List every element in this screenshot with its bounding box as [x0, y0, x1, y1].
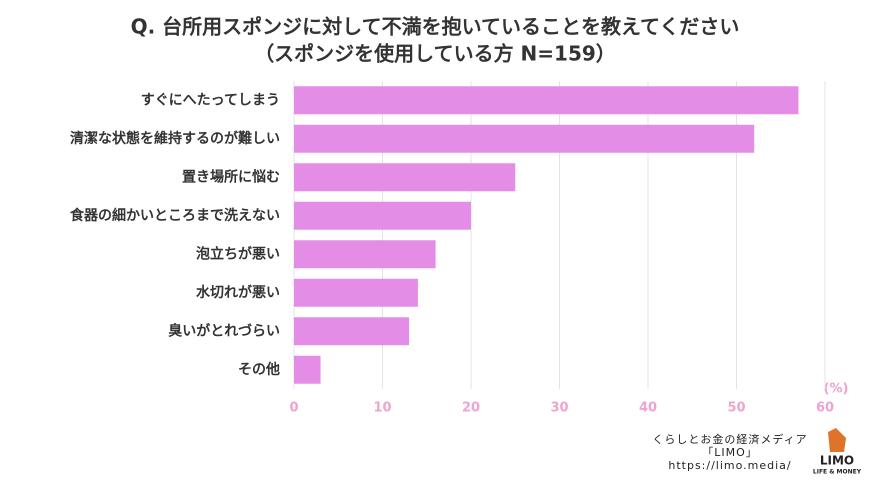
bar [294, 201, 471, 230]
unit-label: (%) [824, 382, 849, 397]
logo-icon [828, 428, 846, 452]
bar [294, 355, 321, 384]
bar [294, 86, 799, 115]
x-tick-label: 30 [550, 401, 568, 416]
y-tick-label: 泡立ちが悪い [196, 245, 280, 262]
bar [294, 240, 436, 269]
y-tick-label: 食器の細かいところまで洗えない [70, 207, 280, 224]
x-tick-label: 10 [373, 401, 391, 416]
bar [294, 163, 516, 192]
y-tick-label: 置き場所に悩む [182, 168, 280, 185]
x-tick-label: 0 [289, 401, 298, 416]
x-tick-label: 60 [816, 401, 834, 416]
y-tick-label: 清潔な状態を維持するのが難しい [70, 130, 280, 147]
logo-tagline: LIFE & MONEY [813, 469, 862, 476]
y-tick-label: 水切れが悪い [196, 284, 280, 301]
bar [294, 278, 418, 307]
bar [294, 317, 410, 346]
source-line: https://limo.media/ [668, 459, 791, 472]
logo-name: LIMO [820, 454, 854, 468]
chart-title: Q. 台所用スポンジに対して不満を抱いていることを教えてください [131, 15, 740, 39]
y-tick-label: 臭いがとれづらい [168, 322, 280, 339]
x-tick-label: 50 [727, 401, 745, 416]
bar [294, 124, 755, 153]
y-tick-label: すぐにへたってしまう [141, 92, 280, 108]
source-line: くらしとお金の経済メディア [652, 432, 807, 446]
x-tick-label: 20 [462, 401, 480, 416]
y-tick-label: その他 [238, 361, 280, 378]
x-tick-label: 40 [639, 401, 657, 416]
chart-subtitle: （スポンジを使用している方 N=159） [254, 42, 616, 66]
source-line: 「LIMO」 [702, 446, 758, 459]
